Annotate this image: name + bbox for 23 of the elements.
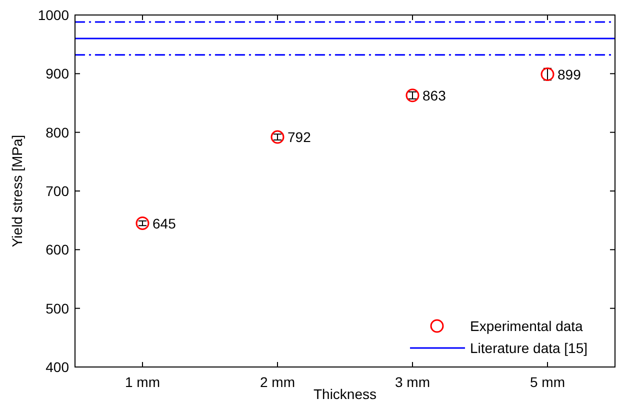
y-tick-label: 400 <box>46 359 70 375</box>
y-tick-label: 900 <box>46 66 70 82</box>
x-tick-label: 3 mm <box>395 374 430 390</box>
x-tick-label: 1 mm <box>125 374 160 390</box>
x-axis-title: Thickness <box>313 386 377 401</box>
y-tick-label: 800 <box>46 124 70 140</box>
legend-label: Experimental data <box>470 318 584 334</box>
x-tick-label: 5 mm <box>530 374 565 390</box>
y-tick-label: 500 <box>46 300 70 316</box>
legend-label: Literature data [15] <box>470 340 588 356</box>
point <box>136 216 150 230</box>
data-label: 792 <box>288 129 312 146</box>
y-tick-label: 600 <box>46 242 70 258</box>
x-tick-label: 2 mm <box>260 374 295 390</box>
point <box>270 130 284 144</box>
y-tick-label: 700 <box>46 183 70 199</box>
data-label: 645 <box>152 215 176 232</box>
point <box>540 68 554 82</box>
data-label: 863 <box>422 87 446 104</box>
y-axis-title: Yield stress [MPa] <box>9 134 25 248</box>
y-tick-label: 1000 <box>38 7 70 23</box>
data-label: 899 <box>558 66 582 82</box>
point <box>406 88 420 102</box>
